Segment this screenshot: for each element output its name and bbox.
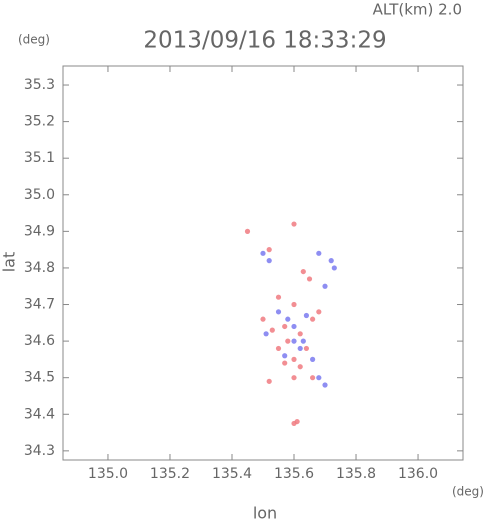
y-tick-label: 34.4 xyxy=(24,406,55,422)
echo-point xyxy=(328,258,334,264)
echo-point xyxy=(297,364,303,370)
echo-point xyxy=(322,382,328,388)
echo-point xyxy=(310,375,316,381)
echo-point xyxy=(303,312,310,319)
x-tick-label: 135.8 xyxy=(336,466,376,482)
echo-point xyxy=(285,316,291,322)
x-tick-label: 135.0 xyxy=(88,466,128,482)
x-tick-label: 135.4 xyxy=(212,466,252,482)
echo-point xyxy=(316,309,322,315)
plot-frame xyxy=(62,65,464,461)
echo-point xyxy=(282,353,288,359)
echo-point xyxy=(291,301,297,308)
y-tick-label: 35.3 xyxy=(24,77,55,93)
echo-point xyxy=(275,294,282,300)
y-tick-label: 34.3 xyxy=(24,443,55,459)
echo-point xyxy=(291,375,297,381)
y-tick-label: 34.6 xyxy=(24,333,55,349)
echo-point xyxy=(263,331,269,337)
echo-point xyxy=(266,378,272,384)
echo-point xyxy=(266,247,272,253)
echo-point xyxy=(316,250,322,256)
echo-point xyxy=(285,338,291,344)
y-tick-label: 34.9 xyxy=(24,223,55,239)
y-tick-label: 35.0 xyxy=(24,187,55,203)
echo-point xyxy=(322,283,328,289)
x-tick-label: 135.2 xyxy=(150,466,190,482)
echo-point xyxy=(266,258,272,264)
echo-point xyxy=(297,345,303,352)
echo-point xyxy=(260,316,266,322)
echo-point xyxy=(282,360,288,366)
echo-point xyxy=(300,338,306,344)
echo-point xyxy=(291,221,297,227)
echo-point xyxy=(316,375,322,381)
echo-point xyxy=(331,265,337,271)
echo-point xyxy=(291,356,297,362)
echo-point xyxy=(275,309,282,315)
echo-point xyxy=(269,327,275,333)
y-unit: (deg) xyxy=(18,33,50,47)
echo-point xyxy=(300,268,306,275)
echo-point xyxy=(291,338,297,344)
y-tick-label: 34.8 xyxy=(24,260,55,276)
echo-point xyxy=(260,250,266,256)
x-axis-label: lon xyxy=(253,504,277,521)
altitude-label: ALT(km) 2.0 xyxy=(373,1,462,19)
y-axis-label: lat xyxy=(0,252,19,273)
echo-point xyxy=(306,276,313,282)
echo-point xyxy=(310,316,316,322)
echo-point xyxy=(303,345,310,352)
echo-point xyxy=(275,345,282,352)
y-tick-label: 34.5 xyxy=(24,370,55,386)
y-tick-label: 35.2 xyxy=(24,114,55,130)
echo-point xyxy=(244,228,251,234)
echo-point xyxy=(282,323,288,330)
echo-point xyxy=(291,420,297,427)
x-tick-label: 135.6 xyxy=(274,466,314,482)
x-tick-label: 136.0 xyxy=(398,466,438,482)
echo-point xyxy=(291,323,297,330)
echo-point xyxy=(310,356,316,362)
y-tick-label: 34.7 xyxy=(24,297,55,313)
chart-title: 2013/09/16 18:33:29 xyxy=(143,28,386,54)
y-tick-label: 35.1 xyxy=(24,150,55,166)
echo-point xyxy=(297,331,303,337)
x-unit: (deg) xyxy=(452,485,484,499)
